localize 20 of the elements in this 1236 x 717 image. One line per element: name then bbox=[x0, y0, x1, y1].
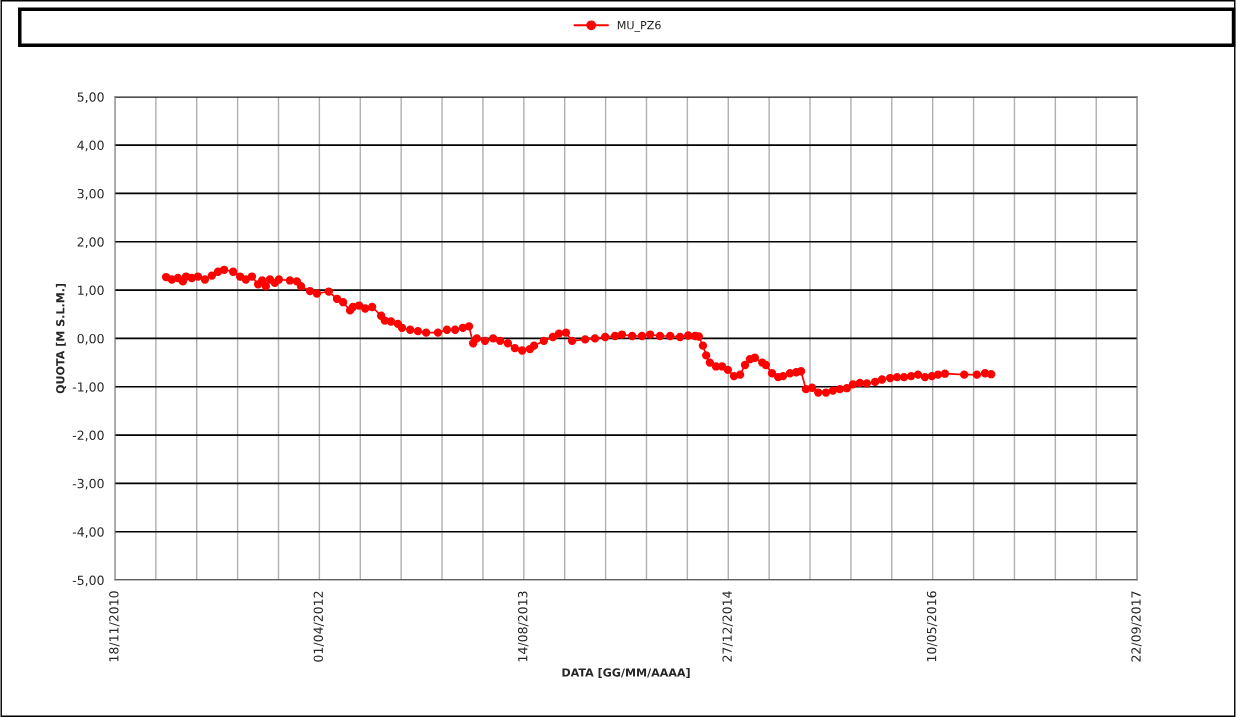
y-tick-label: 0,00 bbox=[77, 333, 104, 345]
x-axis-title: DATA [GG/MM/AAAA] bbox=[562, 668, 690, 678]
y-tick-label: -1,00 bbox=[72, 382, 104, 393]
y-tick-label: -5,00 bbox=[72, 575, 104, 587]
x-tick-label: 18/11/2010 bbox=[109, 591, 120, 662]
x-tick-label: 10/05/2016 bbox=[926, 591, 938, 662]
y-tick-label: 5,00 bbox=[77, 92, 104, 103]
x-tick-label: 14/08/2013 bbox=[517, 591, 529, 662]
x-tick-label: 22/09/2017 bbox=[1131, 591, 1142, 662]
y-tick-label: -2,00 bbox=[72, 430, 104, 442]
y-tick-label: -3,00 bbox=[72, 478, 104, 490]
y-tick-label: -4,00 bbox=[72, 527, 104, 538]
y-tick-label: 1,00 bbox=[78, 285, 104, 297]
legend-label: MU_PZ6 bbox=[617, 20, 661, 32]
x-tick-label: 27/12/2014 bbox=[722, 591, 733, 662]
x-tick-label: 01/04/2012 bbox=[313, 591, 324, 662]
y-tick-label: 2,00 bbox=[77, 237, 104, 248]
y-tick-label: 4,00 bbox=[77, 140, 104, 152]
y-axis-title: QUOTA [M S.L.M.] bbox=[55, 283, 66, 394]
y-tick-label: 3,00 bbox=[77, 188, 104, 200]
